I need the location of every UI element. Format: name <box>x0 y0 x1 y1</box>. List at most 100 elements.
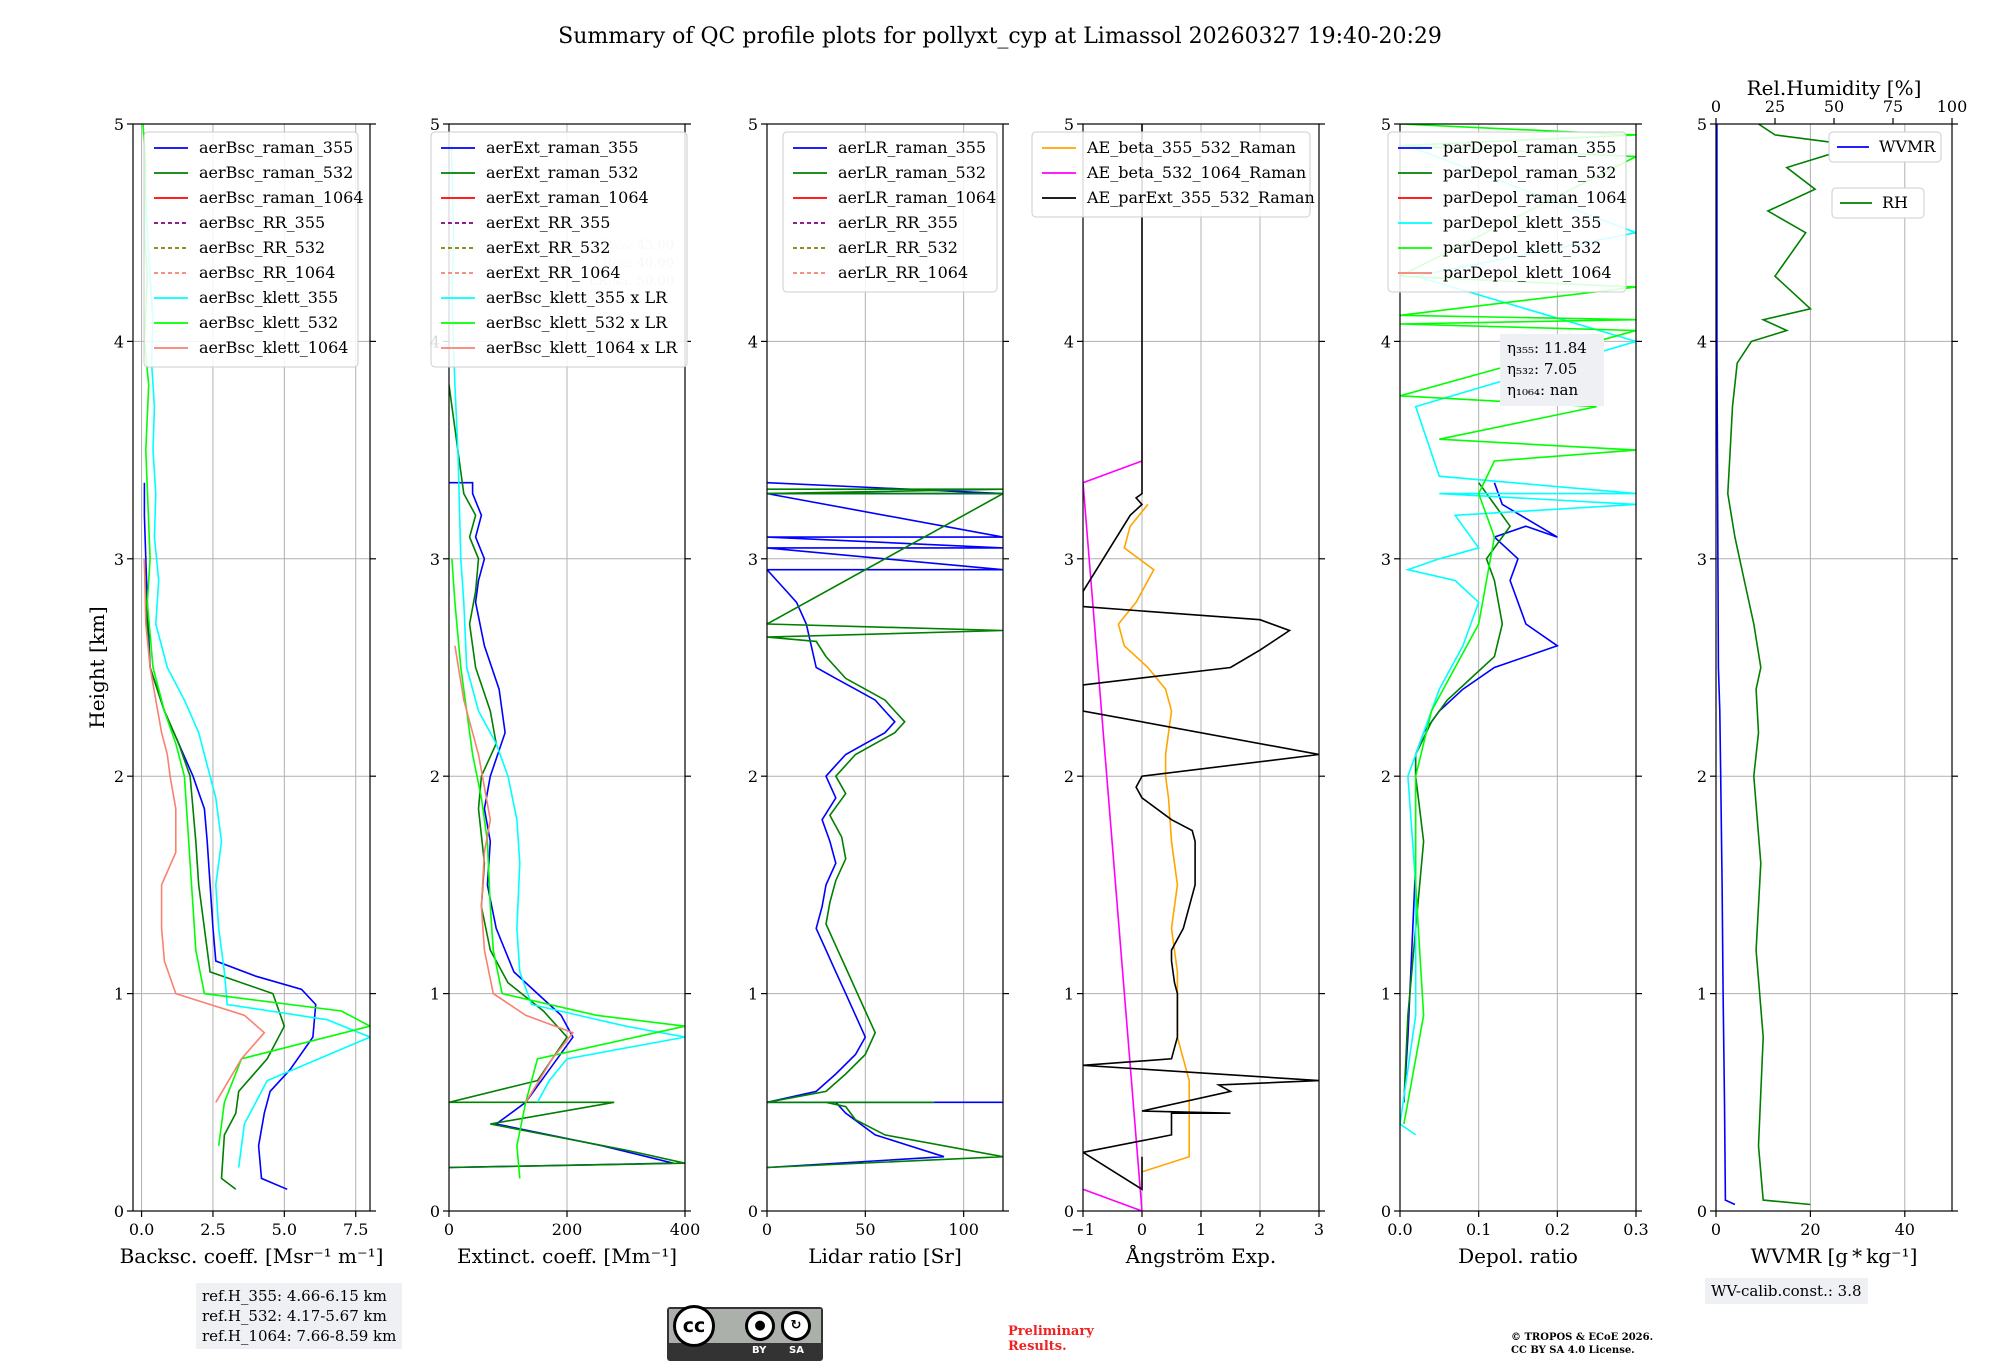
legend-label: AE_beta_355_532_Raman <box>1086 138 1296 157</box>
legend-label: aerBsc_raman_1064 <box>199 188 364 207</box>
legend-label: parDepol_klett_532 <box>1443 238 1601 257</box>
series-line-aerBsc-raman-532 <box>143 558 286 1190</box>
y-tick-label: 1 <box>1064 985 1074 1004</box>
legend-label: aerBsc_klett_532 x LR <box>486 313 668 332</box>
legend-label: parDepol_klett_355 <box>1443 213 1601 232</box>
y-tick-label: 1 <box>114 985 124 1004</box>
refh-355: ref.H_355: 4.66-6.15 km <box>202 1287 387 1305</box>
legend-label: aerBsc_klett_355 x LR <box>486 288 668 307</box>
series-line-WVMR <box>1716 124 1736 1206</box>
y-tick-label: 2 <box>1381 767 1391 786</box>
series-line-aerBsc-klett-1064-x-LR <box>454 645 575 1103</box>
y-tick-label: 2 <box>748 767 758 786</box>
y-tick-label: 4 <box>114 332 124 351</box>
axes-frame <box>132 123 371 1212</box>
y-tick-label: 0 <box>748 1202 758 1221</box>
x-tick-label: 50 <box>855 1220 875 1239</box>
legend-label: AE_beta_532_1064_Raman <box>1086 163 1306 182</box>
top-x-tick-label: 75 <box>1883 97 1903 116</box>
legend-label: WVMR <box>1879 137 1936 156</box>
legend-box <box>1031 131 1311 218</box>
series-line-RH <box>1726 124 1858 1206</box>
x-tick-label: 400 <box>670 1220 701 1239</box>
legend-label: aerLR_raman_532 <box>838 163 986 182</box>
copyright-note: © TROPOS & ECoE 2026. CC BY SA 4.0 Licen… <box>1511 1332 1654 1356</box>
legend-label: aerExt_raman_532 <box>486 163 639 182</box>
y-tick-label: 4 <box>1697 332 1707 351</box>
legend-box <box>430 131 688 368</box>
x-axis-label: Lidar ratio [Sr] <box>808 1244 962 1268</box>
x-tick-label: 3 <box>1314 1220 1324 1239</box>
top-x-axis-label: Rel.Humidity [%] <box>1747 76 1922 100</box>
y-tick-label: 5 <box>430 115 440 134</box>
sa-share-icon: ↻ <box>781 1311 811 1341</box>
legend: AE_beta_355_532_Raman AE_beta_532_1064_Ra… <box>1031 131 1315 218</box>
wv-calibration-box: WV-calib.const.: 3.8 <box>1705 1278 1868 1304</box>
eta-box <box>1500 334 1604 406</box>
cc-license-badge: cc ● ↻ BY SA <box>667 1305 823 1361</box>
x-tick-label: 0 <box>762 1220 772 1239</box>
y-tick-label: 1 <box>1697 985 1707 1004</box>
legend-box <box>143 131 359 368</box>
x-tick-label: 0.3 <box>1623 1220 1648 1239</box>
x-tick-label: 5.0 <box>272 1220 297 1239</box>
y-tick-label: 4 <box>1381 332 1391 351</box>
y-tick-label: 2 <box>1064 767 1074 786</box>
legend-box <box>1828 131 1942 163</box>
legend: parDepol_raman_355 parDepol_raman_532 parD… <box>1387 131 1627 293</box>
y-tick-label: 2 <box>114 767 124 786</box>
legend-label: aerBsc_RR_532 <box>199 238 325 257</box>
legend-label: AE_parExt_355_532_Raman <box>1086 188 1315 207</box>
legend-label: parDepol_raman_1064 <box>1443 188 1627 207</box>
legend-box <box>782 131 998 293</box>
axes-frame <box>1715 123 1953 1212</box>
legend-box <box>1831 187 1925 219</box>
top-x-tick-label: 25 <box>1765 97 1785 116</box>
refh-1064: ref.H_1064: 7.66-8.59 km <box>202 1327 397 1345</box>
y-tick-label: 1 <box>430 985 440 1004</box>
x-tick-label: 2.5 <box>200 1220 225 1239</box>
x-tick-label: 200 <box>552 1220 583 1239</box>
y-tick-label: 4 <box>748 332 758 351</box>
legend: RH <box>1831 187 1925 219</box>
legend: aerLR_raman_355 aerLR_raman_532 aerLR_rama… <box>782 131 998 293</box>
legend-label: aerBsc_RR_355 <box>199 213 325 232</box>
x-tick-label: 0.0 <box>1387 1220 1412 1239</box>
legend: aerBsc_raman_355 aerBsc_raman_532 aerBsc_r… <box>143 131 364 368</box>
figure-title: Summary of QC profile plots for pollyxt_… <box>558 24 1442 49</box>
x-tick-label: 7.5 <box>343 1220 368 1239</box>
x-tick-label: 1 <box>1196 1220 1206 1239</box>
cc-by-label: BY <box>752 1345 767 1356</box>
y-tick-label: 3 <box>1381 550 1391 569</box>
y-tick-label: 5 <box>1381 115 1391 134</box>
axes-frame <box>1399 123 1637 1212</box>
wv-calib-const: WV-calib.const.: 3.8 <box>1711 1282 1862 1300</box>
legend-label: aerBsc_klett_532 <box>199 313 338 332</box>
legend-label: aerBsc_raman_355 <box>199 138 353 157</box>
series-line-AE-beta-532-1064-Raman <box>1083 460 1143 1211</box>
x-tick-label: 40 <box>1895 1220 1915 1239</box>
legend-label: aerLR_RR_532 <box>838 238 958 257</box>
y-tick-label: 0 <box>430 1202 440 1221</box>
series-line-aerBsc-klett-532-x-LR <box>451 558 685 1179</box>
x-tick-label: 0 <box>1711 1220 1721 1239</box>
legend-box <box>1387 131 1627 293</box>
x-tick-label: 0 <box>1137 1220 1147 1239</box>
x-tick-label: 20 <box>1800 1220 1820 1239</box>
x-axis-label: Ångström Exp. <box>1125 1243 1276 1268</box>
y-tick-label: 2 <box>430 767 440 786</box>
y-tick-label: 3 <box>430 550 440 569</box>
series-line-aerBsc-raman-355 <box>143 482 317 1191</box>
eta-annotation: η₅₃₂: 7.05 <box>1507 360 1577 378</box>
x-tick-label: 0.1 <box>1466 1220 1491 1239</box>
legend-label: aerBsc_klett_355 <box>199 288 338 307</box>
legend-label: aerExt_RR_532 <box>486 238 610 257</box>
x-tick-label: 0.0 <box>129 1220 154 1239</box>
y-tick-label: 5 <box>1064 115 1074 134</box>
reference-height-box: ref.H_355: 4.66-6.15 km ref.H_532: 4.17-… <box>196 1283 403 1349</box>
x-axis-label: Depol. ratio <box>1458 1244 1578 1268</box>
y-tick-label: 1 <box>1381 985 1391 1004</box>
legend-label: aerLR_raman_355 <box>838 138 986 157</box>
y-tick-label: 3 <box>114 550 124 569</box>
